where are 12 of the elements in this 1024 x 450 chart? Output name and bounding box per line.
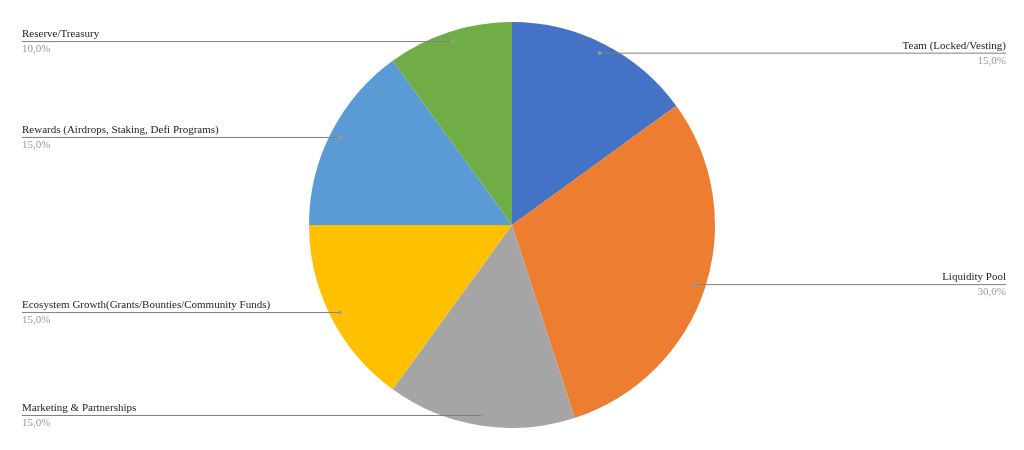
data-label: 15,0% bbox=[22, 415, 51, 428]
slice-label: Rewards (Airdrops, Staking, Defi Programs) bbox=[22, 122, 220, 136]
slice-label: Liquidity Pool bbox=[942, 269, 1006, 282]
data-label: 15,0% bbox=[977, 53, 1006, 66]
data-label: 15,0% bbox=[22, 137, 51, 150]
slice-label: Ecosystem Growth(Grants/Bounties/Community Funds) bbox=[22, 297, 271, 311]
slice-label: Reserve/Treasury bbox=[22, 26, 100, 39]
slice-label: Team (Locked/Vesting) bbox=[902, 38, 1007, 52]
data-label: 15,0% bbox=[22, 312, 51, 325]
data-label: 30,0% bbox=[977, 284, 1006, 297]
data-label: 10,0% bbox=[22, 41, 51, 54]
slice-label: Marketing & Partnerships bbox=[22, 400, 137, 413]
